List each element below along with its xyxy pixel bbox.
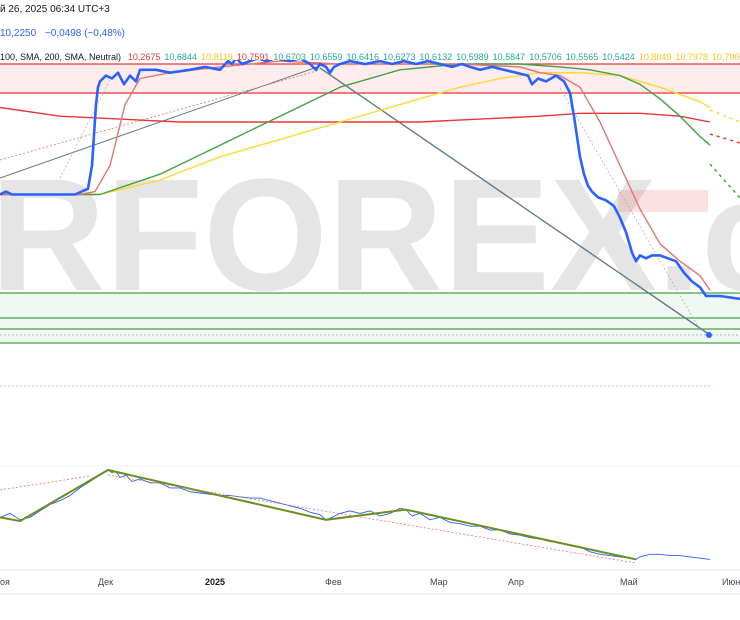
- x-tick-label: Май: [620, 577, 638, 587]
- x-axis-tick-labels: оя Дек 2025 Фев Мар Апр Май Июн: [0, 577, 740, 587]
- ma-value-1: 10,6844: [164, 52, 197, 62]
- x-tick-label: Июн: [722, 577, 740, 587]
- last-price-marker: [706, 332, 712, 338]
- oscillator-series-group: [0, 468, 711, 561]
- ma-red-projection: [709, 133, 740, 144]
- ma-value-3: 10,7591: [236, 52, 270, 62]
- trendline-dotted: [0, 69, 321, 161]
- price-series-group: [0, 60, 740, 301]
- osc-dotted-trend: [107, 474, 637, 564]
- ma-value-9: 10,5989: [456, 52, 489, 62]
- series-oscillator: [0, 469, 711, 560]
- x-tick-label: Мар: [430, 577, 448, 587]
- ma-value-14: 10,8049: [638, 52, 672, 62]
- ma-value-15: 10,7978: [675, 52, 708, 62]
- ma-value-7: 10,6273: [383, 52, 416, 62]
- series-ma-fast: [0, 60, 711, 291]
- trendline-gray-dotted-2: [559, 87, 701, 331]
- ma-value-0: 10,2675: [127, 52, 161, 62]
- header-price-row: 10,2250 −0,0498 (−0,48%): [0, 28, 125, 39]
- header-change: −0,0498 (−0,48%): [44, 28, 125, 39]
- ma-value-6: 10,6416: [346, 52, 379, 62]
- series-ma-green: [0, 63, 711, 196]
- series-ma-yellow: [0, 71, 711, 196]
- x-tick-label: Дек: [98, 577, 113, 587]
- ma-value-8: 10,6132: [419, 52, 453, 62]
- header-ma-values: 10,2675 10,6844 10,8119 10,7591 10,6703 10,65…: [124, 52, 740, 63]
- x-tick-label: 2025: [205, 577, 225, 587]
- ma-value-4: 10,6703: [273, 52, 306, 62]
- ma-value-2: 10,8119: [200, 52, 233, 62]
- watermark: RFOREX.c: [0, 145, 740, 324]
- watermark-accent: [618, 190, 708, 212]
- series-zigzag: [0, 468, 637, 561]
- trendline-down: [319, 67, 711, 336]
- series-price: [0, 60, 740, 301]
- x-tick-label: Апр: [508, 577, 524, 587]
- x-tick-label: Фев: [325, 577, 342, 587]
- ma-value-13: 10,5424: [602, 52, 635, 62]
- ma-value-12: 10,5565: [565, 52, 599, 62]
- osc-dotted-left: [0, 475, 91, 491]
- ma-value-5: 10,6559: [309, 52, 343, 62]
- header-ma-settings: 100, SMA, 200, SMA, Neutral): [0, 52, 122, 62]
- ma-value-16: 10,790: [711, 52, 740, 62]
- ma-value-10: 10,5847: [492, 52, 526, 62]
- header-datetime: й 26, 2025 06:34 UTC+3: [0, 4, 110, 15]
- header-price: 10,2250: [0, 28, 37, 39]
- x-tick-label: оя: [0, 577, 10, 587]
- ma-yellow-projection: [709, 109, 740, 123]
- header-ma-row: 100, SMA, 200, SMA, Neutral) 10,2675 10,6…: [0, 52, 739, 63]
- ma-green-projection: [709, 163, 740, 199]
- series-ma-red: [0, 106, 711, 123]
- ma-value-11: 10,5706: [529, 52, 562, 62]
